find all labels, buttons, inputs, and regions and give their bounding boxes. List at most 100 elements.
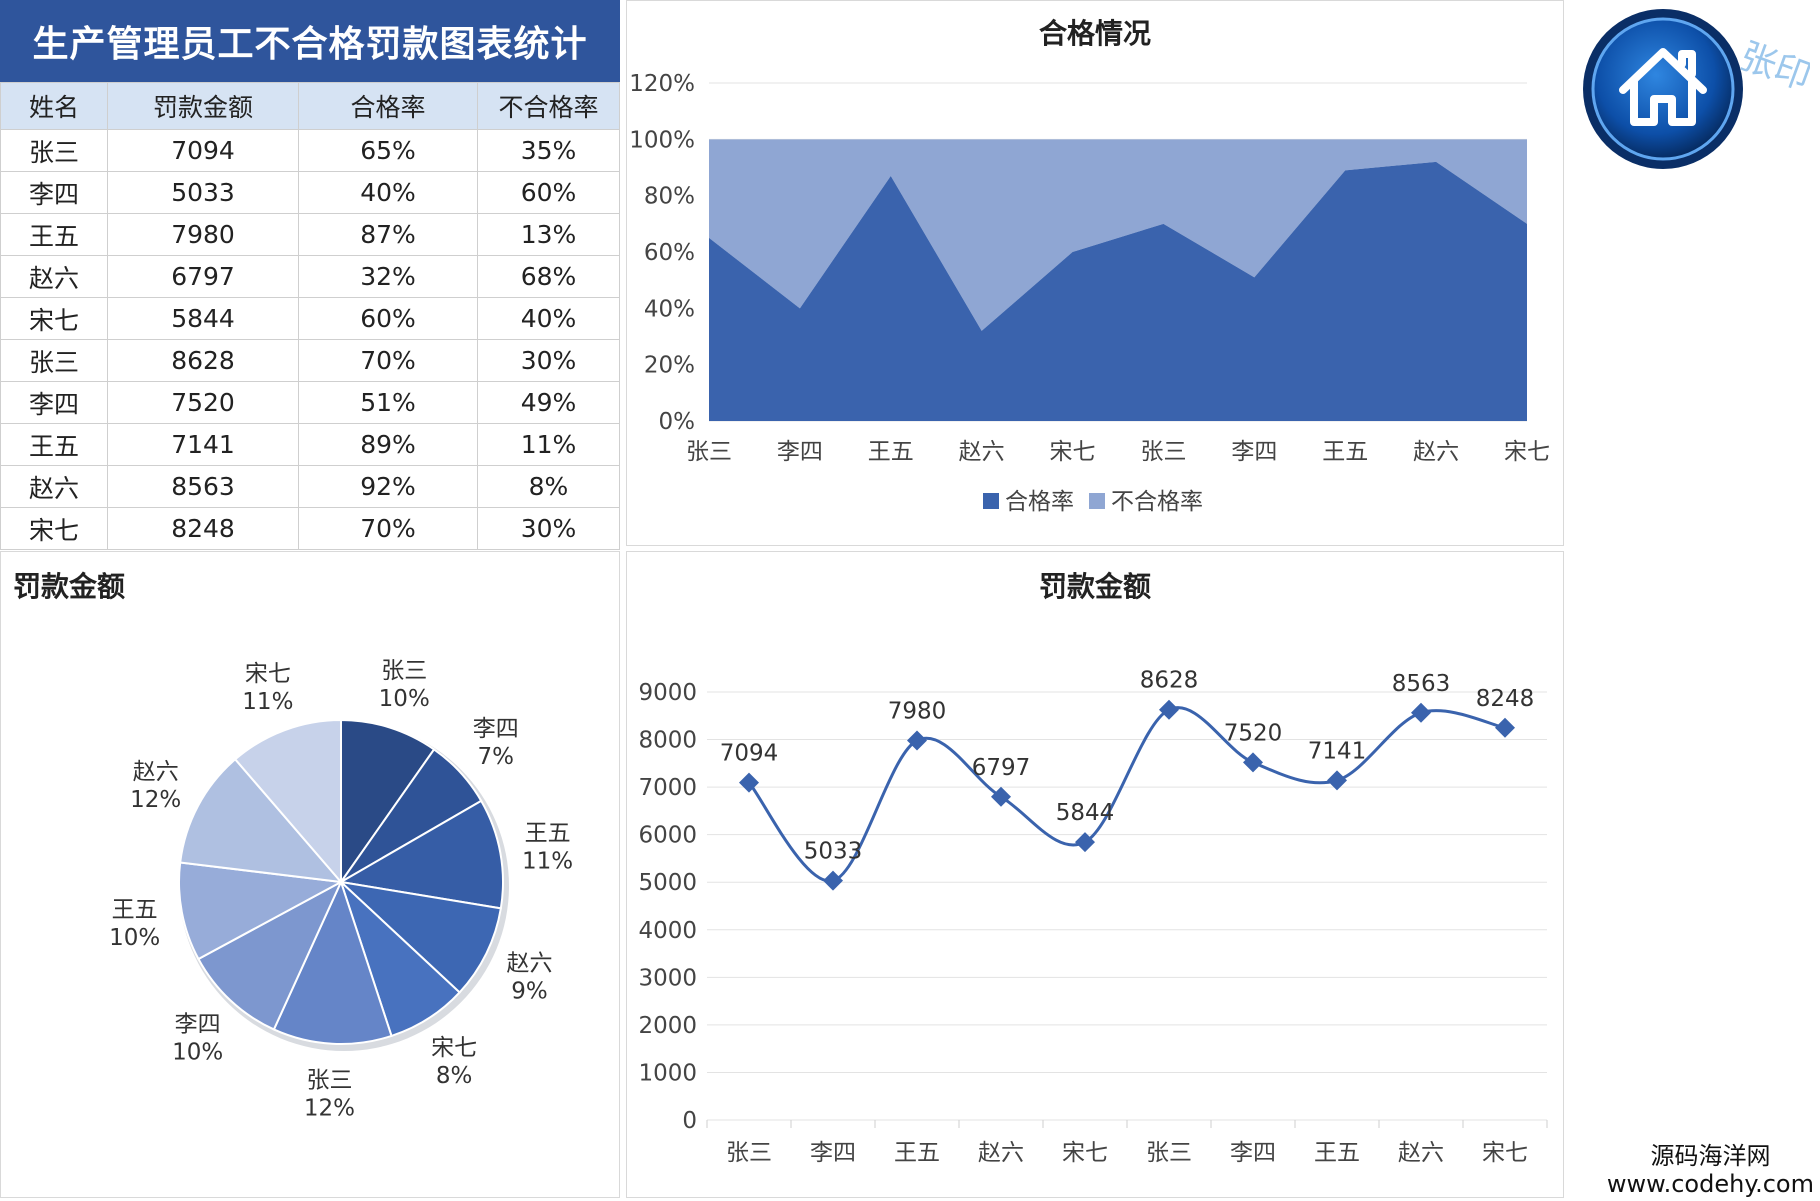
header-fail-rate: 不合格率 bbox=[477, 82, 620, 130]
cell-pass-rate: 32% bbox=[298, 255, 478, 298]
cell-fail-rate: 30% bbox=[477, 507, 620, 550]
slice-label-name: 张三 bbox=[381, 658, 427, 684]
cell-pass-rate: 40% bbox=[298, 171, 478, 214]
cell-fine: 5033 bbox=[107, 171, 299, 214]
cell-fail-rate: 13% bbox=[477, 213, 620, 256]
x-tick-label: 宋七 bbox=[1062, 1140, 1108, 1166]
line-marker bbox=[991, 786, 1011, 807]
data-label: 6797 bbox=[972, 755, 1031, 781]
x-tick-label: 赵六 bbox=[1413, 439, 1459, 465]
line-marker bbox=[907, 730, 927, 751]
pie-slice bbox=[179, 757, 344, 884]
cell-fine: 7520 bbox=[107, 381, 299, 424]
line-marker bbox=[1327, 770, 1347, 791]
data-table: 姓名 罚款金额 合格率 不合格率 张三 7094 65% 35% 李四 5033 40% 60… bbox=[0, 82, 620, 550]
y-tick-label: 0% bbox=[659, 409, 696, 435]
data-label: 7520 bbox=[1224, 720, 1283, 746]
table-row: 王五 7980 87% 13% bbox=[0, 213, 620, 256]
table-row: 张三 8628 70% 30% bbox=[0, 339, 620, 382]
y-tick-label: 100% bbox=[629, 127, 695, 153]
cell-name: 张三 bbox=[0, 339, 108, 382]
area-chart: 合格情况 0% 20% 40% 60% 80% 100% 120% 张三 李四 王五 赵六 宋七 张三 李四… bbox=[629, 17, 1550, 515]
home-logo[interactable]: 张印 bbox=[1578, 4, 1816, 174]
x-tick-label: 赵六 bbox=[959, 439, 1005, 465]
slice-label-name: 王五 bbox=[112, 897, 158, 923]
x-tick-label: 赵六 bbox=[1398, 1140, 1444, 1166]
cell-pass-rate: 65% bbox=[298, 129, 478, 172]
cell-fail-rate: 11% bbox=[477, 423, 620, 466]
data-label: 5033 bbox=[804, 839, 863, 865]
cell-pass-rate: 60% bbox=[298, 297, 478, 340]
x-tick-label: 王五 bbox=[1314, 1140, 1360, 1166]
slice-label-name: 赵六 bbox=[133, 759, 179, 785]
cell-fine: 8563 bbox=[107, 465, 299, 508]
table-row: 张三 7094 65% 35% bbox=[0, 129, 620, 172]
slice-label-percent: 11% bbox=[522, 848, 573, 874]
cell-name: 李四 bbox=[0, 381, 108, 424]
table-title: 生产管理员工不合格罚款图表统计 bbox=[0, 0, 620, 82]
cell-pass-rate: 92% bbox=[298, 465, 478, 508]
cell-fine: 7980 bbox=[107, 213, 299, 256]
cell-fine: 8628 bbox=[107, 339, 299, 382]
cell-pass-rate: 89% bbox=[298, 423, 478, 466]
cell-name: 张三 bbox=[0, 129, 108, 172]
data-label: 7980 bbox=[888, 699, 947, 725]
header-fine: 罚款金额 bbox=[107, 82, 299, 130]
line-marker bbox=[1075, 832, 1095, 853]
x-tick-label: 宋七 bbox=[1482, 1140, 1528, 1166]
x-tick-label: 李四 bbox=[810, 1140, 856, 1166]
area-series-pass-rate bbox=[709, 161, 1527, 421]
legend-label-pass-rate: 合格率 bbox=[1005, 489, 1074, 515]
slice-label-name: 宋七 bbox=[431, 1035, 477, 1061]
cell-fail-rate: 40% bbox=[477, 297, 620, 340]
table-row: 李四 7520 51% 49% bbox=[0, 381, 620, 424]
y-tick-label: 60% bbox=[644, 240, 695, 266]
cell-fail-rate: 68% bbox=[477, 255, 620, 298]
y-tick-label: 1000 bbox=[638, 1060, 697, 1086]
data-label: 8628 bbox=[1140, 668, 1199, 694]
slice-label-name: 张三 bbox=[306, 1068, 352, 1094]
slice-label-percent: 10% bbox=[379, 686, 430, 712]
chart-title: 合格情况 bbox=[1039, 17, 1151, 50]
cell-pass-rate: 87% bbox=[298, 213, 478, 256]
slice-label-percent: 8% bbox=[436, 1063, 473, 1089]
slice-label-name: 赵六 bbox=[506, 951, 552, 977]
slice-label-name: 李四 bbox=[473, 716, 519, 742]
pie-slice bbox=[197, 879, 344, 1031]
table-row: 赵六 6797 32% 68% bbox=[0, 255, 620, 298]
pie-slice bbox=[338, 799, 504, 910]
cell-fine: 5844 bbox=[107, 297, 299, 340]
table-header-row: 姓名 罚款金额 合格率 不合格率 bbox=[0, 82, 620, 130]
x-tick-label: 李四 bbox=[1230, 1140, 1276, 1166]
line-marker bbox=[1411, 702, 1431, 723]
table-row: 赵六 8563 92% 8% bbox=[0, 465, 620, 508]
y-tick-label: 0 bbox=[682, 1108, 697, 1134]
y-tick-label: 20% bbox=[644, 353, 695, 379]
table-row: 宋七 8248 70% 30% bbox=[0, 507, 620, 550]
cell-fail-rate: 30% bbox=[477, 339, 620, 382]
legend-label-fail-rate: 不合格率 bbox=[1111, 489, 1203, 515]
x-tick-label: 李四 bbox=[1231, 439, 1277, 465]
header-name: 姓名 bbox=[0, 82, 108, 130]
area-series-fail-rate bbox=[709, 139, 1527, 331]
cell-fine: 6797 bbox=[107, 255, 299, 298]
line-marker bbox=[823, 870, 843, 891]
cell-fine: 7094 bbox=[107, 129, 299, 172]
pie-chart: 罚款金额张三10%李四7%王五11%赵六9%宋七8%张三12%李四10%王五10… bbox=[13, 570, 573, 1122]
table-row: 李四 5033 40% 60% bbox=[0, 171, 620, 214]
y-tick-label: 8000 bbox=[638, 728, 697, 754]
cell-fail-rate: 60% bbox=[477, 171, 620, 214]
slice-label-percent: 11% bbox=[242, 689, 293, 715]
pie-slice bbox=[340, 718, 436, 886]
x-tick-label: 张三 bbox=[1140, 439, 1186, 465]
line-marker bbox=[739, 772, 759, 793]
watermark-line1: 源码海洋网 bbox=[1650, 1142, 1771, 1170]
y-tick-label: 3000 bbox=[638, 965, 697, 991]
cell-fine: 8248 bbox=[107, 507, 299, 550]
x-tick-label: 张三 bbox=[726, 1140, 772, 1166]
home-icon[interactable]: 张印 bbox=[1578, 4, 1816, 174]
cell-name: 李四 bbox=[0, 171, 108, 214]
y-tick-label: 6000 bbox=[638, 823, 697, 849]
cell-fail-rate: 35% bbox=[477, 129, 620, 172]
slice-label-name: 宋七 bbox=[245, 661, 291, 687]
